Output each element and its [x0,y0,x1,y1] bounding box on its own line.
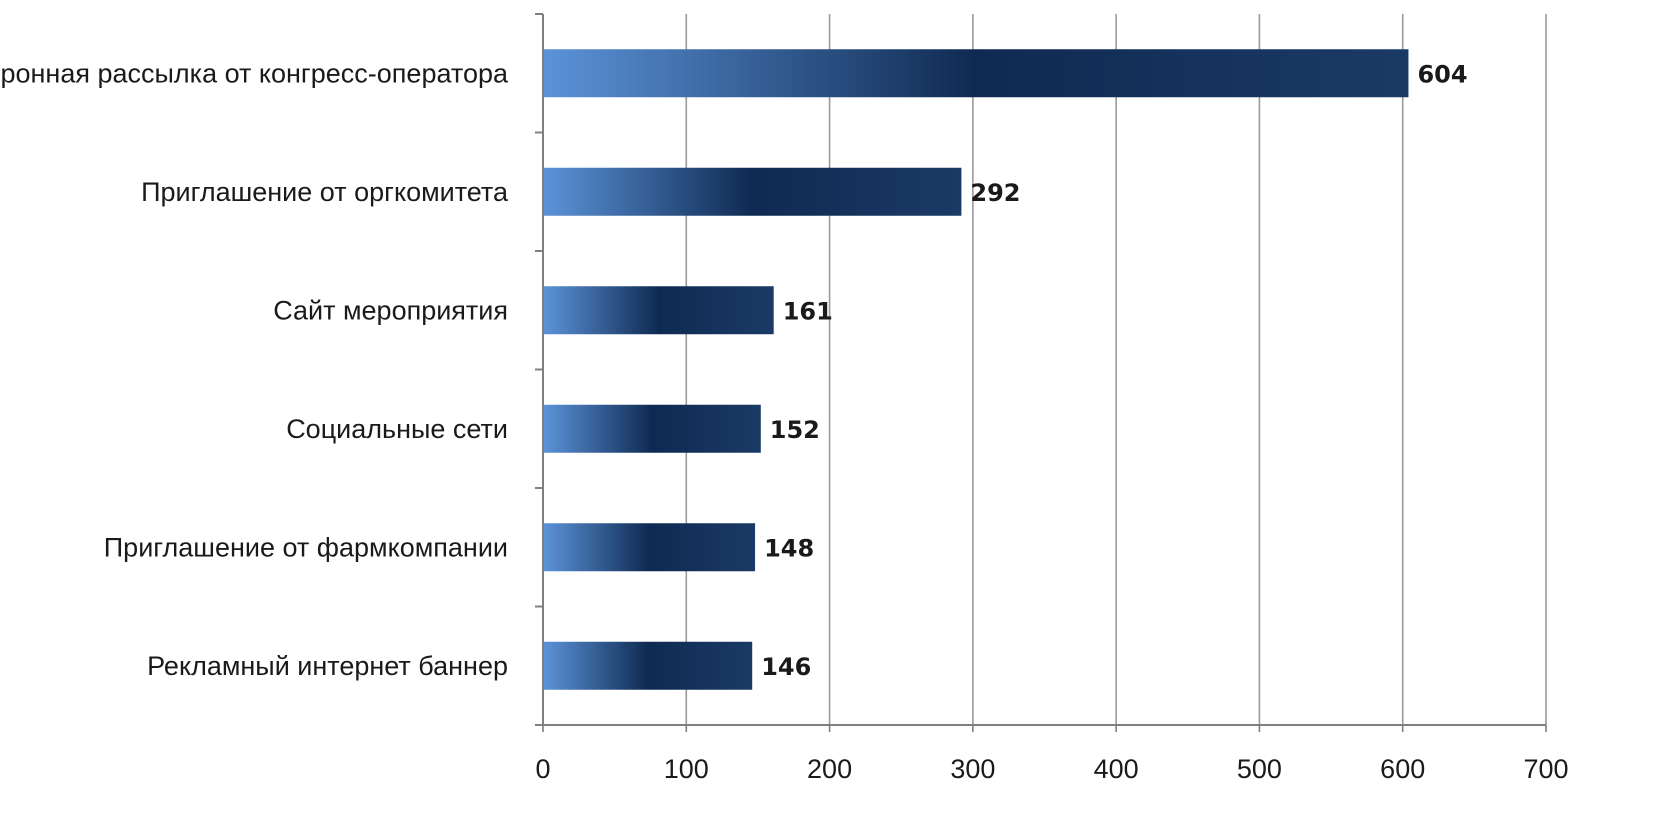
x-tick-label: 600 [1380,754,1425,784]
bars [544,49,1409,690]
data-label: 161 [783,297,833,325]
bar [544,167,962,216]
bar [544,641,753,690]
category-label: Социальные сети [286,414,508,444]
category-label: Сайт мероприятия [273,295,508,325]
x-tick-label: 500 [1237,754,1282,784]
bar [544,286,774,335]
bar [544,49,1409,98]
data-label: 604 [1417,60,1467,88]
x-tick-label: 200 [807,754,852,784]
labels: Электронная рассылка от конгресс-операто… [0,58,1468,681]
data-label: 292 [970,179,1020,207]
category-label: Рекламный интернет баннер [147,651,508,681]
x-tick-label: 700 [1523,754,1568,784]
bar [544,523,756,572]
data-label: 148 [764,534,814,562]
axes: 0 100 200 300 400 500 600 700 [535,13,1569,784]
data-label: 146 [761,653,811,681]
category-label: Приглашение от оргкомитета [141,177,509,207]
category-label: Электронная рассылка от конгресс-операто… [0,58,509,88]
data-label: 152 [770,416,820,444]
bar [544,404,761,453]
x-tick-label: 0 [535,754,550,784]
x-tick-label: 100 [664,754,709,784]
x-tick-label: 400 [1094,754,1139,784]
category-label: Приглашение от фармкомпании [104,532,508,562]
grid-lines [685,14,1547,725]
x-tick-label: 300 [950,754,995,784]
